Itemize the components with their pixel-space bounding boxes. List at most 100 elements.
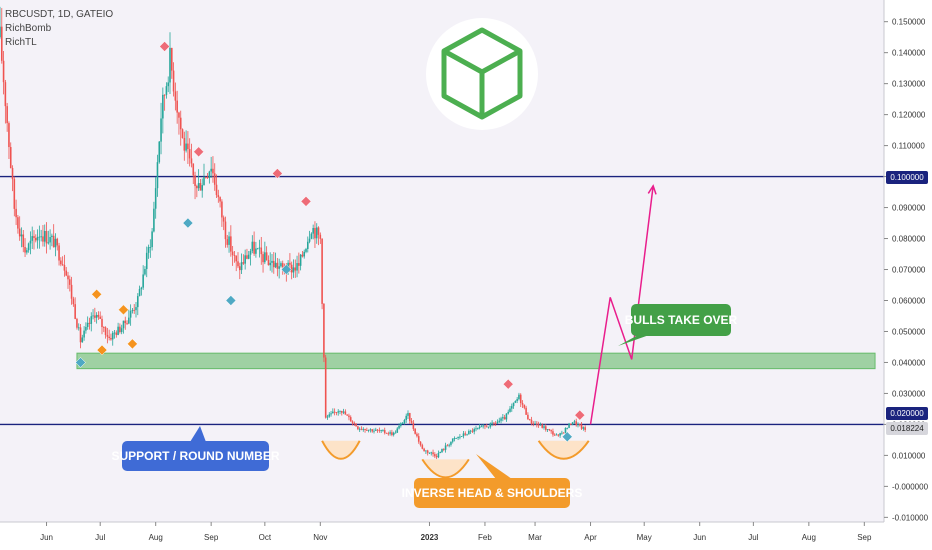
candle — [455, 437, 458, 439]
candle-body — [251, 241, 254, 251]
candle — [85, 322, 87, 334]
candle-body — [34, 237, 37, 241]
legend-symbol: RBCUSDT, 1D, GATEIO — [5, 9, 114, 20]
signal-diamond-red — [502, 378, 514, 390]
candle — [519, 393, 522, 408]
signal-diamond-orange — [91, 288, 102, 300]
candle-body — [128, 317, 130, 324]
candle — [366, 427, 368, 431]
candle — [385, 432, 388, 434]
candle-body — [126, 323, 128, 324]
candle — [310, 232, 313, 240]
candle — [40, 229, 42, 242]
candle — [435, 453, 438, 460]
candle-body — [165, 86, 168, 95]
candle-body — [240, 262, 243, 271]
x-tick-label: Aug — [802, 533, 816, 542]
candle-body — [374, 429, 377, 431]
candle — [584, 425, 586, 433]
candle — [187, 131, 189, 164]
x-tick-label: Aug — [149, 533, 163, 542]
candle-body — [88, 322, 91, 324]
candle — [65, 266, 68, 277]
candle — [561, 430, 563, 435]
candle — [305, 247, 307, 254]
x-tick-label: 2023 — [421, 533, 439, 542]
candle-body — [258, 247, 261, 249]
candle — [106, 327, 109, 344]
candle-body — [61, 264, 64, 266]
candle-body — [323, 303, 325, 358]
candle — [43, 224, 46, 247]
y-axis-panel — [884, 0, 932, 550]
candle — [76, 317, 78, 330]
candle-body — [170, 47, 173, 71]
candle-body — [17, 217, 19, 229]
candle — [178, 111, 180, 135]
candle — [392, 431, 395, 437]
candle — [8, 121, 10, 159]
candle-body — [244, 255, 246, 264]
candle-body — [36, 237, 39, 241]
candle — [512, 402, 515, 409]
candle — [410, 417, 413, 424]
candle-body — [289, 262, 291, 265]
candle-body — [382, 430, 384, 431]
support-label-box — [122, 441, 269, 471]
candle-body — [13, 179, 16, 209]
candle-body — [81, 337, 84, 343]
candle-body — [389, 432, 391, 434]
candle-body — [27, 243, 30, 251]
candle-body — [541, 424, 544, 428]
chart-legend: RBCUSDT, 1D, GATEIO RichBomb RichTL — [5, 8, 113, 50]
candle — [552, 428, 554, 437]
candle-body — [131, 309, 134, 312]
candle — [42, 225, 44, 247]
candle — [342, 408, 345, 415]
candle-body — [568, 423, 570, 428]
candle — [391, 429, 393, 437]
candle — [426, 449, 429, 456]
candle-body — [221, 201, 223, 218]
candle — [281, 260, 284, 275]
candle-body — [262, 254, 264, 263]
candle — [553, 433, 556, 436]
candle-body — [437, 453, 440, 458]
candle — [49, 229, 51, 250]
candle — [317, 226, 320, 246]
candle — [432, 449, 434, 457]
candle-body — [142, 274, 144, 288]
candle — [496, 419, 499, 424]
candle — [509, 406, 511, 413]
candle-body — [330, 413, 332, 415]
candle — [74, 297, 76, 320]
candle-body — [70, 284, 73, 299]
candle-body — [351, 421, 354, 423]
candle-body — [342, 411, 345, 413]
projection-path — [589, 185, 654, 425]
candle — [56, 237, 59, 251]
candle-body — [167, 82, 170, 87]
candle-body — [190, 158, 193, 164]
candle-body — [455, 437, 458, 439]
candle — [215, 174, 218, 198]
y-tick-label: 0.130000 — [892, 80, 926, 89]
candle-body — [47, 242, 50, 244]
candle — [70, 276, 73, 305]
candle — [34, 234, 37, 243]
candle — [172, 62, 175, 97]
candle — [213, 163, 216, 191]
candle — [459, 434, 461, 440]
candle — [407, 410, 409, 419]
x-tick-label: Jul — [748, 533, 758, 542]
candle-body — [489, 423, 492, 427]
candle — [153, 201, 155, 233]
candle — [290, 261, 293, 280]
candle-body — [26, 250, 28, 253]
candle — [514, 400, 517, 404]
candle-body — [539, 424, 542, 426]
candle-body — [129, 311, 132, 318]
candle — [412, 420, 415, 431]
candle-body — [421, 445, 424, 449]
bulls-label-text: BULLS TAKE OVER — [625, 313, 738, 327]
